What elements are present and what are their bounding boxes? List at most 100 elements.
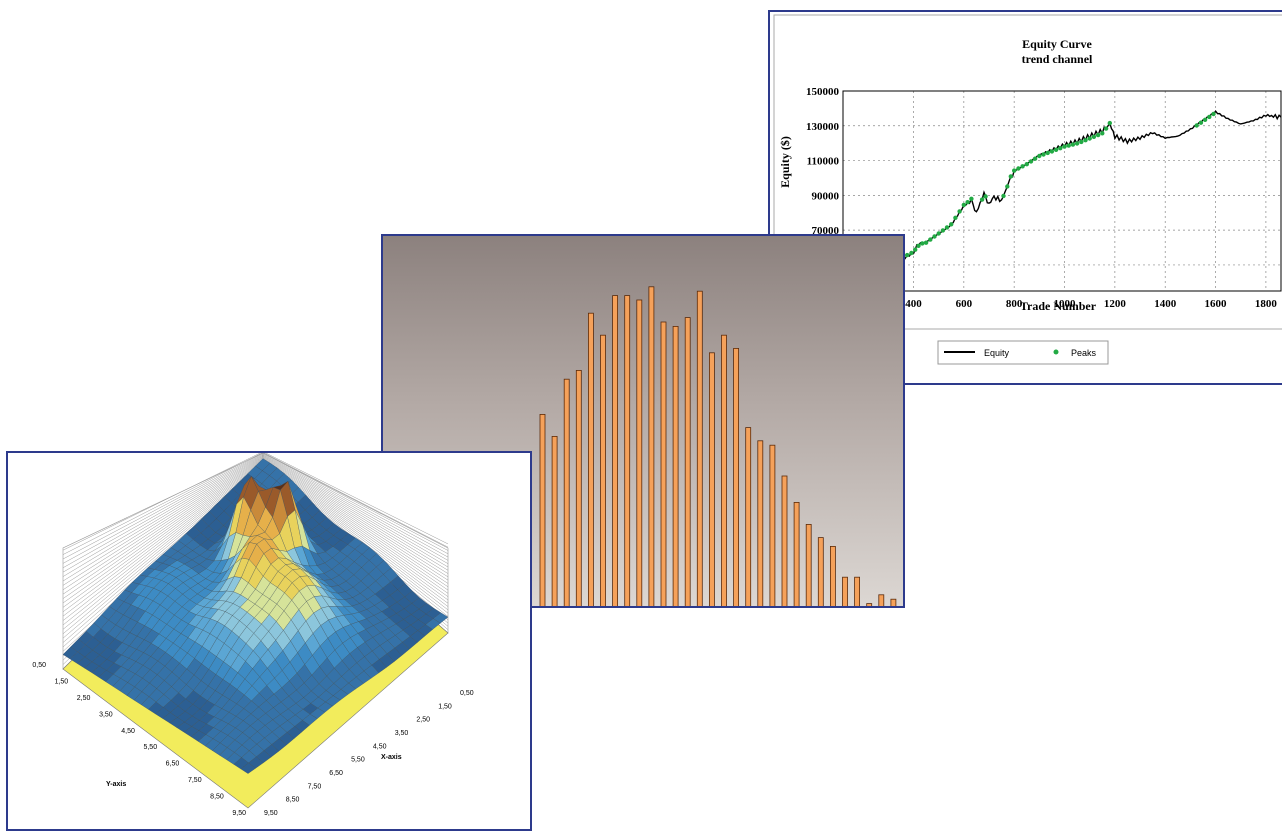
peak-point (1053, 147, 1059, 152)
histogram-bar (708, 352, 715, 606)
histogram-bar (890, 598, 897, 606)
y-tick-label: 110000 (807, 156, 840, 168)
peak-point (1198, 120, 1204, 125)
peak-point (1012, 168, 1017, 173)
histogram-bar (733, 348, 740, 606)
x-tick-label: 800 (1006, 298, 1023, 310)
peak-point (916, 243, 921, 248)
histogram-chart (539, 286, 897, 606)
legend-box (937, 340, 1109, 365)
histogram-bar (684, 317, 691, 606)
histogram-bar (781, 475, 788, 606)
x-axis-ticks: 0,50 1,50 2,50 3,50 4,50 5,50 6,50 7,50 8,50 9,50 (264, 690, 474, 817)
y-tick-label: 9,50 (232, 810, 246, 817)
wall-gridline (263, 453, 449, 548)
x-tick-label: 0,50 (460, 690, 474, 697)
peak-point (1062, 144, 1067, 149)
histogram-bar (587, 312, 594, 606)
surface-facet (240, 762, 256, 774)
histogram-bar (793, 501, 800, 606)
peak-point (983, 194, 988, 199)
peak-point (1087, 136, 1092, 141)
peak-point (1032, 156, 1038, 161)
wall-gridline (62, 462, 264, 613)
histogram-bar (551, 435, 558, 606)
wall-gridline (262, 456, 449, 568)
peak-point (1091, 134, 1097, 139)
surface-chart: 0,50 1,50 2,50 3,50 4,50 5,50 6,50 7,50 8,50 9,50… (32, 453, 474, 817)
grid (843, 90, 1281, 291)
x-tick-label: 2,50 (416, 717, 430, 724)
wall-gridline (62, 453, 264, 564)
histogram-bar (769, 444, 776, 606)
axis-ticks: 5000070000900001100001300001500004006008… (806, 86, 1277, 310)
peak-point (1001, 193, 1006, 199)
peak-point (1066, 143, 1071, 148)
histogram-bar (660, 321, 667, 606)
wall-gridline (62, 460, 264, 599)
histogram-bar (539, 413, 546, 606)
histogram-bar (866, 603, 873, 606)
x-tick-label: 1000 (1054, 298, 1077, 310)
histogram-bar (563, 378, 570, 606)
peak-point (957, 209, 962, 214)
x-tick-label: 8,50 (286, 797, 300, 804)
peak-point (1020, 164, 1025, 169)
y-axis-label: Equity ($) (778, 136, 792, 188)
x-tick-label: 3,50 (395, 730, 409, 737)
peak-point (913, 247, 918, 252)
peak-point (1016, 166, 1021, 171)
x-tick-label: 1400 (1154, 298, 1177, 310)
wall-gridline (62, 460, 264, 604)
histogram-bar (757, 440, 764, 606)
histogram-bar (817, 537, 824, 606)
equity-curve-chart: Equity Curve trend channel Equity ($) Tr… (773, 14, 1282, 365)
wall-gridline (62, 453, 264, 560)
y-tick-label: 6,50 (166, 761, 180, 768)
peak-point (979, 197, 985, 202)
peak-point (1211, 111, 1216, 117)
histogram-bar (600, 334, 606, 606)
histogram-bar (672, 326, 679, 606)
wall-gridline (262, 453, 449, 555)
peak-point (949, 222, 954, 227)
histogram-bar (575, 369, 582, 606)
peak-point (1083, 138, 1088, 143)
wall-gridline (262, 456, 449, 564)
y-axis-label: Y-axis (106, 781, 126, 788)
x-tick-label: 7,50 (308, 783, 322, 790)
histogram-bar (805, 523, 812, 606)
y-tick-label: 0,50 (32, 662, 46, 669)
peak-point (1074, 141, 1080, 146)
bars (539, 286, 897, 606)
y-tick-label: 90000 (812, 190, 840, 202)
peak-point (1207, 114, 1212, 120)
wall-gridline (262, 460, 449, 581)
peak-point (1008, 174, 1013, 179)
y-tick-label: 1,50 (55, 678, 69, 685)
y-tick-label: 7,50 (188, 777, 202, 784)
x-axis-label: X-axis (381, 754, 402, 761)
peak-point (928, 237, 933, 242)
peak-point (1058, 146, 1063, 151)
histogram-bar (721, 334, 727, 606)
peak-point (923, 240, 929, 245)
histogram-bar (624, 295, 631, 606)
histogram-bar (745, 427, 752, 606)
y-tick-label: 8,50 (210, 794, 224, 801)
y-tick-label: 5,50 (143, 744, 157, 751)
peak-point (1202, 117, 1208, 123)
peak-point (1005, 184, 1010, 189)
wall-gridline (62, 459, 264, 595)
wall-gridline (62, 464, 264, 621)
histogram-bar (829, 545, 836, 606)
x-tick-label: 1,50 (438, 703, 452, 710)
chart-frame (773, 14, 1282, 330)
x-tick-label: 1800 (1255, 298, 1278, 310)
wall-gridline (262, 454, 449, 558)
histogram-bar (648, 286, 655, 606)
peak-point (1103, 126, 1109, 131)
wall-gridline (262, 458, 449, 574)
x-tick-label: 1200 (1104, 298, 1127, 310)
histogram-bar (612, 295, 619, 606)
